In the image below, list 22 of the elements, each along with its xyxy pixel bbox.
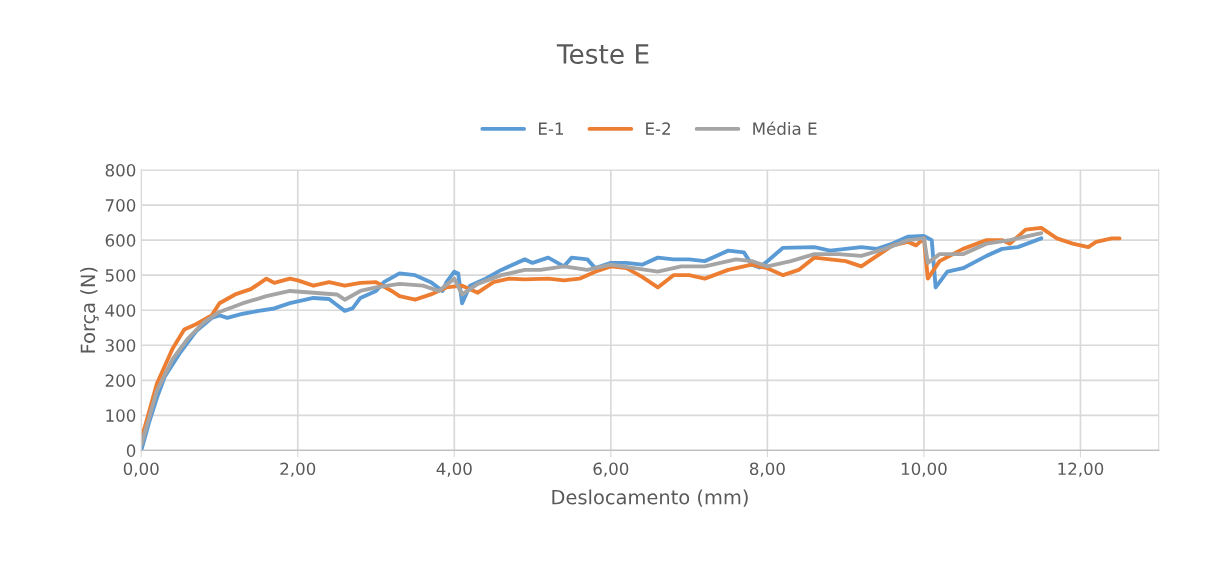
- y-axis-title: Força (N): [80, 267, 99, 353]
- y-tick-label: 400: [105, 304, 136, 317]
- x-tick-label: 2,00: [280, 462, 316, 477]
- y-tick-label: 700: [105, 199, 136, 212]
- y-tick-label: 600: [105, 234, 136, 247]
- y-tick-label: 500: [105, 269, 136, 282]
- y-tick-label: 800: [105, 163, 136, 177]
- x-tick-label: 0,00: [123, 462, 159, 477]
- x-tick-label: 10,00: [901, 462, 947, 477]
- x-tick-label: 4,00: [436, 462, 472, 477]
- x-axis-title: Deslocamento (mm): [552, 489, 748, 507]
- y-tick-label: 200: [105, 374, 136, 387]
- legend-label: Média E: [753, 121, 817, 135]
- legend-label: E-1: [539, 122, 563, 135]
- y-tick-label: 100: [106, 409, 136, 422]
- y-tick-label: 300: [105, 339, 136, 352]
- chart-title: Teste E: [556, 44, 649, 64]
- x-tick-label: 8,00: [749, 462, 785, 477]
- x-tick-label: 6,00: [593, 462, 629, 477]
- legend-label: E-2: [646, 122, 671, 135]
- x-tick-label: 12,00: [1058, 462, 1104, 477]
- y-tick-label: 0: [126, 444, 136, 457]
